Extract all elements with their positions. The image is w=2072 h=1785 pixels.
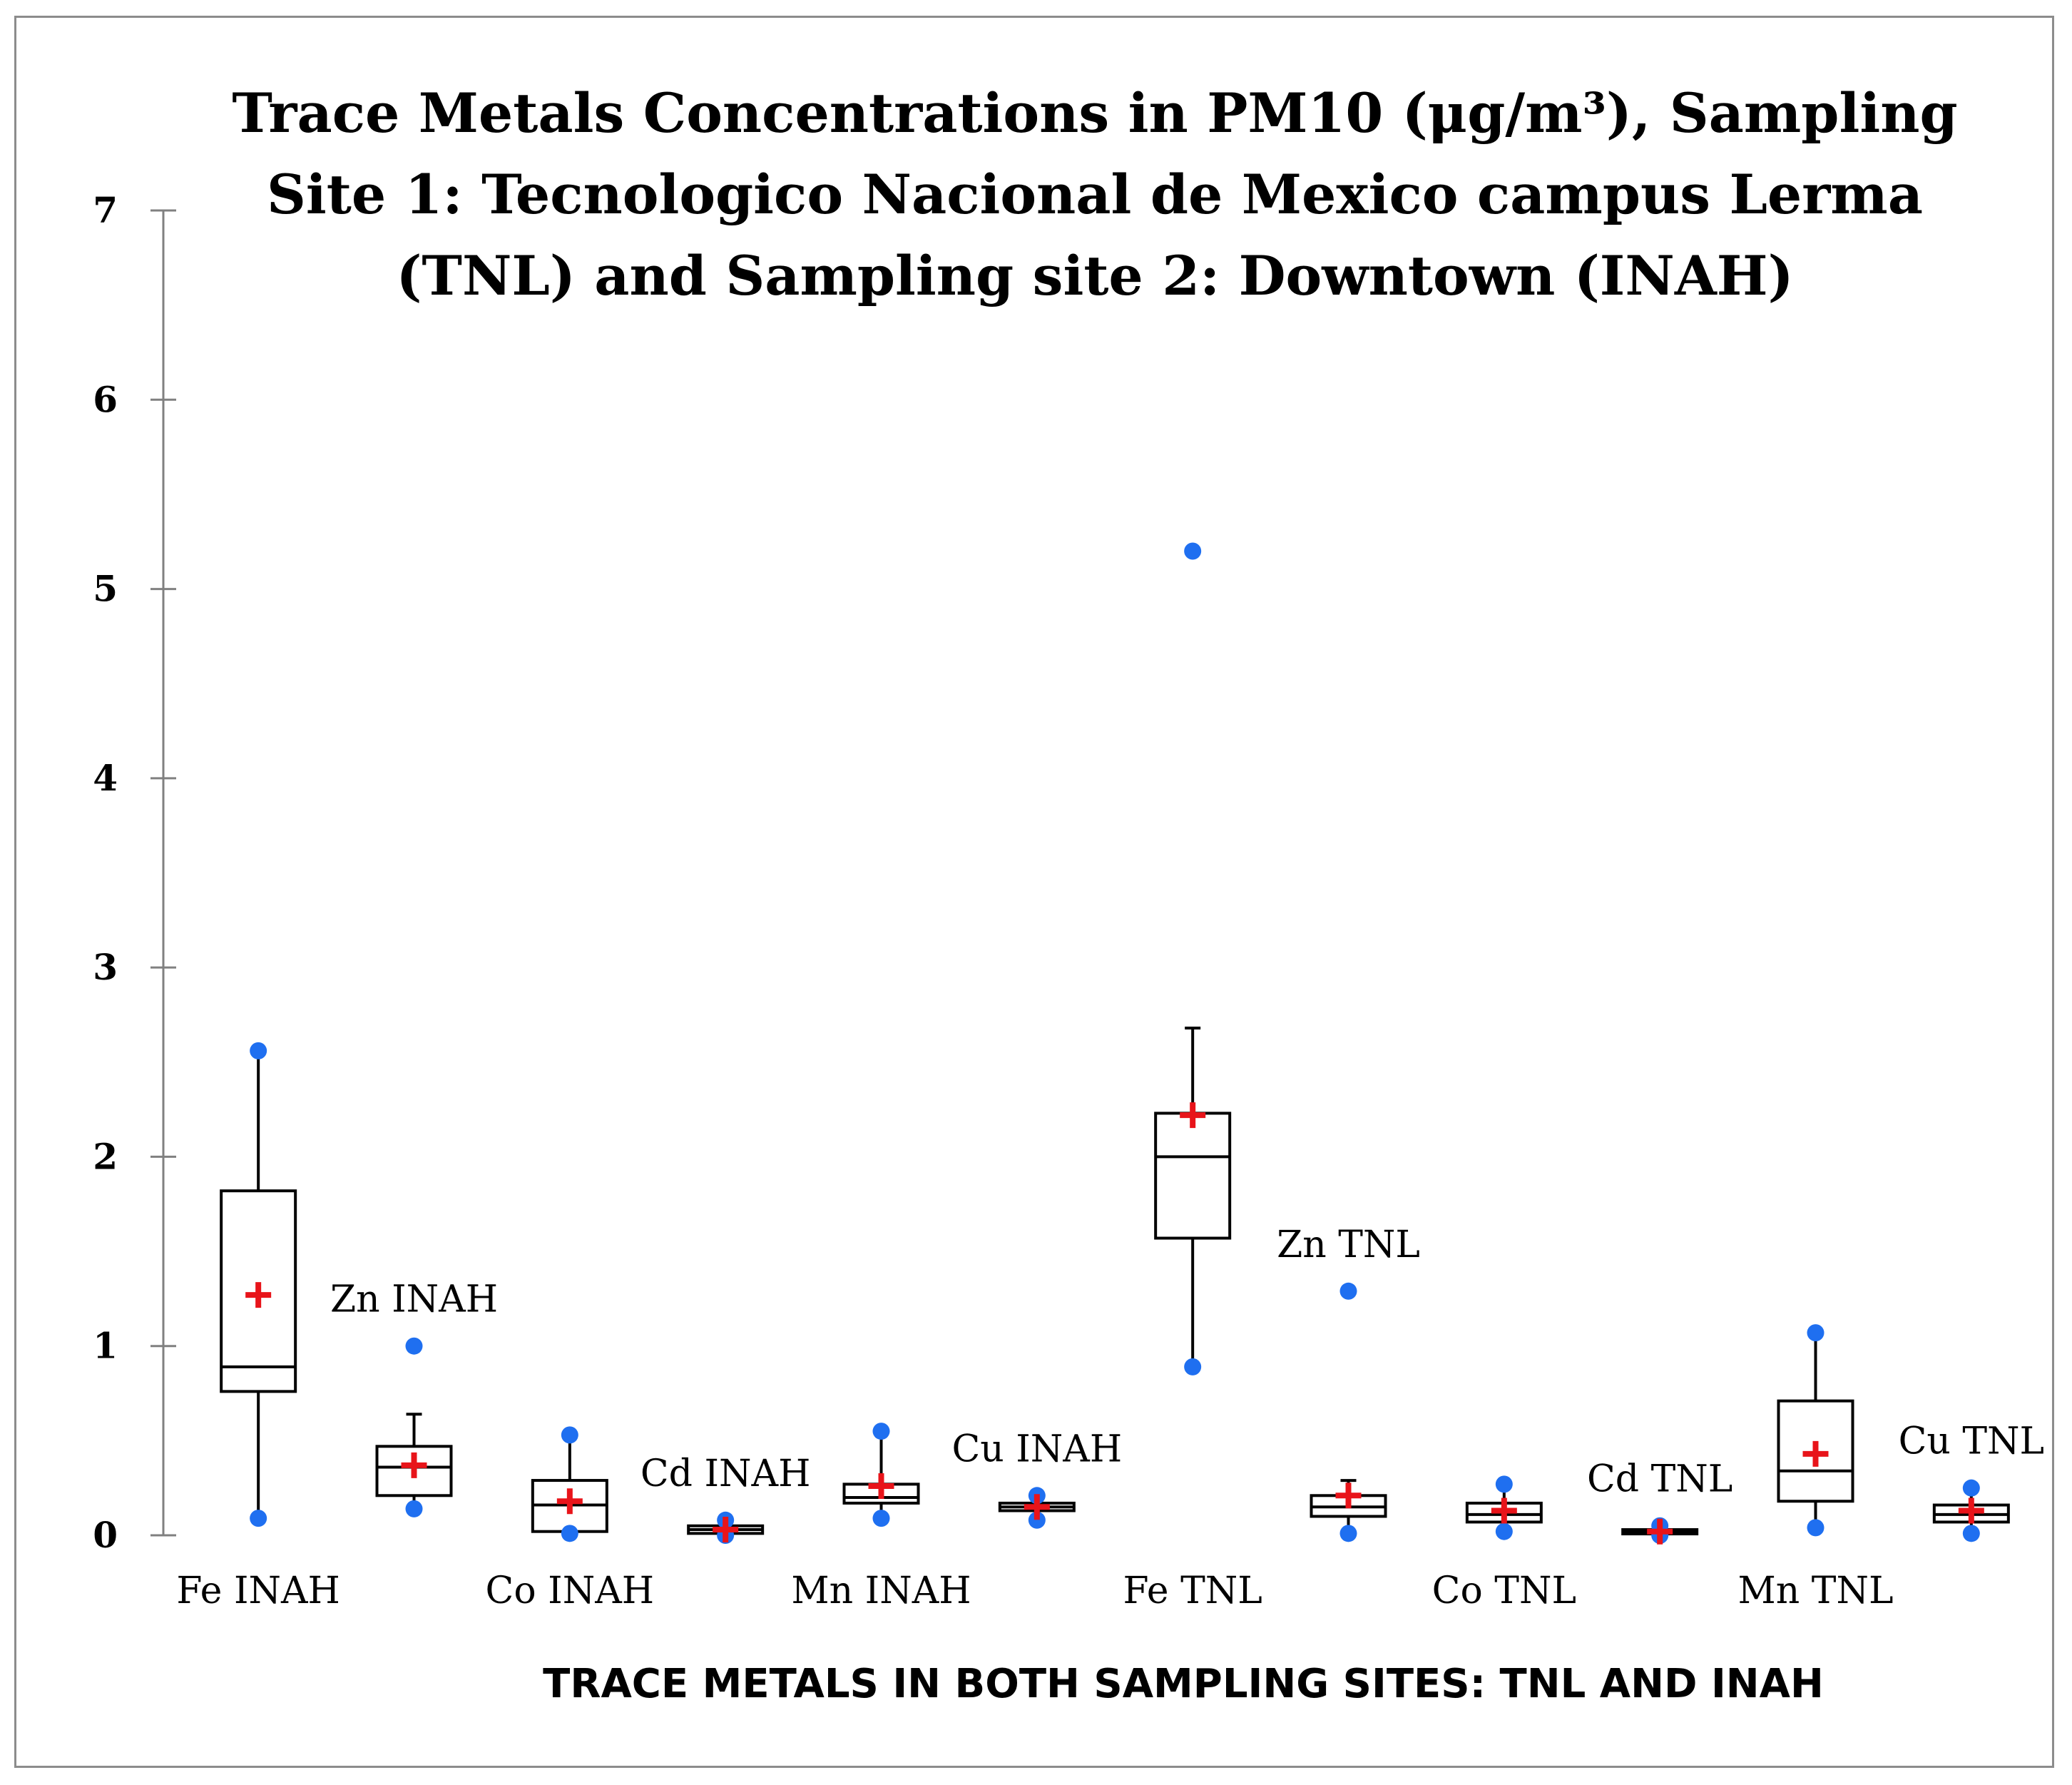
data-point	[872, 1423, 890, 1440]
data-point	[405, 1337, 423, 1355]
category-label: Mn INAH	[791, 1570, 971, 1612]
y-tick-label: 7	[93, 189, 118, 231]
box-fe-tnl: Fe TNL	[1123, 542, 1262, 1612]
box-mn-inah: Mn INAH	[791, 1423, 971, 1612]
box-mn-tnl: Mn TNL	[1738, 1324, 1894, 1612]
y-tick-label: 6	[93, 378, 118, 420]
data-point	[405, 1500, 423, 1517]
category-label: Fe TNL	[1123, 1570, 1262, 1612]
box-cu-inah: Cu INAH	[951, 1428, 1122, 1529]
y-tick-label: 1	[93, 1325, 118, 1367]
chart-title: Trace Metals Concentrations in PM10 (μg/…	[232, 81, 1957, 307]
chart-title-line-2: Site 1: Tecnologico Nacional de Mexico c…	[267, 163, 1923, 226]
box-cu-tnl: Cu TNL	[1899, 1420, 2045, 1542]
box-fe-inah: Fe INAH	[176, 1042, 340, 1612]
category-label: Co INAH	[486, 1570, 655, 1612]
category-label: Mn TNL	[1738, 1570, 1894, 1612]
y-tick-label: 4	[93, 757, 118, 799]
y-tick-label: 5	[93, 568, 118, 610]
category-label: Zn TNL	[1277, 1224, 1420, 1266]
box-series: Fe INAH Zn INAH Co INAH Cd INAH Mn INAH Cu IN…	[176, 542, 2045, 1612]
data-point	[1495, 1522, 1513, 1540]
box-zn-tnl: Zn TNL	[1277, 1224, 1420, 1542]
chart-title-line-3: (TNL) and Sampling site 2: Downtown (INA…	[396, 244, 1793, 307]
category-label: Cu INAH	[951, 1428, 1122, 1470]
data-point	[1184, 1358, 1202, 1375]
box-zn-inah: Zn INAH	[330, 1278, 498, 1517]
category-label: Co TNL	[1432, 1570, 1576, 1612]
data-point	[561, 1525, 578, 1542]
box-co-tnl: Co TNL	[1432, 1475, 1576, 1612]
category-label: Cd INAH	[641, 1453, 811, 1495]
category-label: Cu TNL	[1899, 1420, 2045, 1463]
box-cd-inah: Cd INAH	[641, 1453, 811, 1544]
data-point	[1184, 542, 1202, 560]
data-point	[561, 1426, 578, 1444]
data-point	[1807, 1519, 1825, 1537]
data-point	[1339, 1282, 1357, 1300]
y-tick-label: 0	[93, 1514, 118, 1556]
data-point	[1339, 1525, 1357, 1542]
data-point	[250, 1510, 267, 1527]
category-label: Zn INAH	[330, 1278, 498, 1321]
x-axis-label: TRACE METALS IN BOTH SAMPLING SITES: TNL…	[543, 1661, 1824, 1707]
data-point	[1028, 1511, 1046, 1529]
chart-title-line-1: Trace Metals Concentrations in PM10 (μg/…	[232, 81, 1957, 145]
box-plot-chart: Trace Metals Concentrations in PM10 (μg/…	[93, 81, 2045, 1707]
data-point	[250, 1042, 267, 1059]
data-point	[1807, 1324, 1825, 1342]
y-axis: 0 1 2 3 4 5 6 7	[93, 189, 176, 1556]
data-point	[872, 1510, 890, 1527]
data-point	[1962, 1525, 1980, 1542]
iqr-box	[1154, 1112, 1232, 1240]
category-label: Cd TNL	[1587, 1458, 1732, 1501]
y-tick-label: 3	[93, 946, 118, 988]
data-point	[1962, 1479, 1980, 1497]
chart-frame: Trace Metals Concentrations in PM10 (μg/…	[14, 16, 2054, 1768]
box-cd-tnl: Cd TNL	[1587, 1458, 1732, 1545]
y-tick-label: 2	[93, 1135, 118, 1177]
category-label: Fe INAH	[176, 1570, 340, 1612]
box-co-inah: Co INAH	[486, 1426, 655, 1612]
data-point	[1495, 1475, 1513, 1493]
